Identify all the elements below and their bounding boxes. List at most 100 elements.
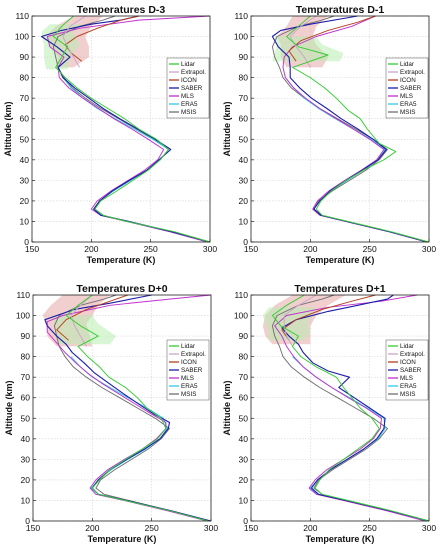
y-tick-label: 20 — [239, 475, 249, 485]
series-line — [271, 294, 428, 522]
series-line — [283, 294, 317, 347]
series-line — [271, 15, 428, 243]
series-line — [52, 15, 211, 243]
y-tick-label: 20 — [21, 475, 31, 485]
y-tick-label: 0 — [24, 237, 29, 247]
uncertainty-band — [51, 315, 117, 345]
chart-title: Temperatures D-3 — [77, 4, 166, 16]
x-tick-label: 150 — [26, 523, 40, 533]
legend-box — [166, 57, 210, 119]
y-tick-label: 60 — [20, 114, 30, 124]
chart-title: Temperatures D+0 — [76, 283, 167, 295]
y-tick-label: 40 — [239, 434, 249, 444]
y-tick-label: 30 — [20, 175, 30, 185]
series-line — [62, 15, 86, 68]
legend-label: MSIS — [400, 109, 415, 116]
panel-2: 150 200 250 300 0 10 20 30 40 50 60 70 80 90 100 110 Tem… — [222, 4, 436, 265]
panel-3: 150 200 250 300 0 10 20 30 40 50 60 70 80 90 100 110 Tem… — [4, 283, 218, 544]
axes-frame — [31, 15, 211, 243]
x-tick-label: 250 — [363, 244, 377, 254]
y-tick-label: 30 — [239, 175, 249, 185]
x-axis-label: Temperature (K) — [88, 534, 157, 544]
y-tick-label: 0 — [25, 516, 30, 526]
y-tick-label: 80 — [239, 352, 249, 362]
y-tick-label: 90 — [20, 52, 30, 62]
axes-frame — [250, 294, 430, 522]
y-tick-label: 10 — [20, 216, 30, 226]
legend-label: SABER — [181, 367, 203, 374]
y-tick-label: 30 — [239, 454, 249, 464]
legend-label: MSIS — [181, 391, 196, 398]
legend-label: ICON — [181, 359, 197, 366]
legend-label: ICON — [181, 77, 197, 84]
panel-1: 150 200 250 300 0 10 20 30 40 50 60 70 80 90 100 110 Tem… — [3, 4, 217, 265]
x-tick-label: 250 — [145, 523, 159, 533]
y-tick-label: 60 — [239, 114, 249, 124]
x-axis-label: Temperature (K) — [87, 255, 156, 265]
legend-label: SABER — [400, 367, 422, 374]
y-tick-label: 40 — [20, 155, 30, 165]
x-tick-label: 300 — [203, 244, 217, 254]
y-tick-label: 110 — [234, 290, 248, 300]
y-tick-label: 0 — [243, 516, 248, 526]
x-tick-label: 200 — [85, 523, 99, 533]
series-line — [56, 294, 129, 341]
y-tick-label: 40 — [21, 434, 31, 444]
x-tick-label: 150 — [244, 244, 258, 254]
y-tick-label: 110 — [234, 11, 248, 21]
legend-label: MLS — [400, 93, 413, 100]
legend-label: ICON — [400, 77, 416, 84]
series-line — [288, 15, 376, 62]
legend-label: ERA5 — [400, 101, 417, 108]
y-tick-label: 40 — [239, 155, 249, 165]
x-axis-label: Temperature (K) — [306, 255, 375, 265]
y-tick-label: 80 — [239, 73, 249, 83]
y-tick-label: 20 — [20, 196, 30, 206]
y-tick-label: 30 — [21, 454, 31, 464]
y-tick-label: 0 — [243, 237, 248, 247]
legend-label: ICON — [400, 359, 416, 366]
legend-label: MLS — [181, 375, 194, 382]
y-tick-label: 70 — [239, 372, 249, 382]
x-axis-label: Temperature (K) — [306, 534, 375, 544]
series-line — [282, 15, 427, 243]
series-line — [286, 15, 430, 243]
series-line — [40, 15, 211, 243]
panel-4: 150 200 250 300 0 10 20 30 40 50 60 70 80 90 100 110 Tem… — [222, 283, 436, 544]
y-tick-label: 70 — [21, 372, 31, 382]
uncertainty-band — [272, 36, 344, 62]
x-tick-label: 300 — [204, 523, 218, 533]
y-tick-label: 100 — [234, 32, 248, 42]
y-tick-label: 50 — [239, 134, 249, 144]
x-tick-label: 250 — [144, 244, 158, 254]
legend-label: MLS — [181, 93, 194, 100]
chart-title: Temperatures D-1 — [296, 4, 385, 16]
legend-label: Lidar — [400, 61, 414, 68]
series-line — [53, 294, 210, 522]
legend-label: Extrapol. — [181, 69, 206, 76]
y-axis-label: Altitude (km) — [222, 380, 232, 435]
legend-label: MLS — [400, 375, 413, 382]
y-tick-label: 10 — [239, 216, 249, 226]
y-axis-label: Altitude (km) — [3, 101, 13, 156]
legend-label: Extrapol. — [400, 351, 425, 358]
y-tick-label: 50 — [21, 413, 31, 423]
y-axis-label: Altitude (km) — [222, 101, 232, 156]
x-tick-label: 300 — [422, 523, 436, 533]
y-tick-label: 50 — [20, 134, 30, 144]
y-tick-label: 10 — [239, 495, 249, 505]
y-tick-label: 100 — [234, 311, 248, 321]
axes-frame — [250, 15, 430, 243]
y-tick-label: 90 — [239, 52, 249, 62]
y-tick-label: 80 — [20, 73, 30, 83]
legend-label: Lidar — [400, 343, 414, 350]
x-tick-label: 150 — [244, 523, 258, 533]
y-tick-label: 70 — [239, 93, 249, 103]
x-tick-label: 200 — [84, 244, 98, 254]
y-tick-label: 90 — [21, 331, 31, 341]
chart-title: Temperatures D+1 — [294, 283, 385, 295]
legend-label: MSIS — [400, 391, 415, 398]
